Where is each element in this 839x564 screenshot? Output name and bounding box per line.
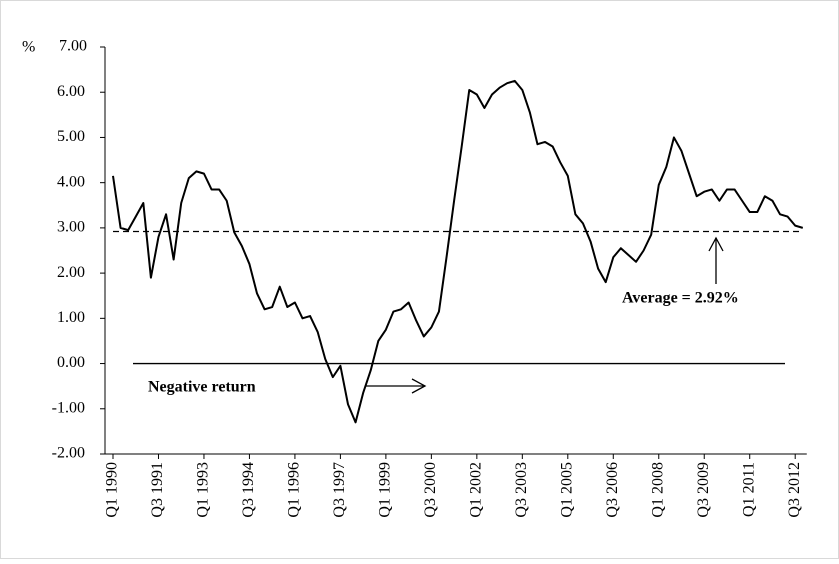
x-tick-label: Q3 2012 — [786, 462, 803, 518]
x-tick-label: Q3 1994 — [240, 462, 257, 518]
average-label: Average = 2.92% — [622, 290, 739, 307]
y-tick-label: -1.00 — [52, 399, 85, 416]
x-tick-label: Q3 1997 — [331, 462, 348, 518]
y-tick-label: 4.00 — [57, 173, 85, 190]
y-axis-label: % — [22, 39, 35, 56]
y-tick-label: 3.00 — [57, 219, 85, 236]
x-tick-label: Q3 2009 — [695, 462, 712, 518]
x-tick-label: Q3 1991 — [149, 462, 166, 518]
x-tick-label: Q1 1996 — [286, 462, 303, 518]
x-tick-label: Q3 2006 — [604, 462, 621, 518]
y-tick-label: 0.00 — [57, 354, 85, 371]
x-tick-label: Q1 2005 — [558, 462, 575, 518]
x-tick-label: Q1 1990 — [104, 462, 121, 518]
x-tick-label: Q1 2011 — [740, 462, 757, 517]
data-line — [112, 79, 804, 424]
y-tick-label: -2.00 — [52, 445, 85, 462]
negative-label: Negative return — [148, 379, 256, 396]
annotation-arrows — [365, 236, 724, 394]
x-tick-label: Q1 1993 — [195, 462, 212, 518]
y-tick-label: 2.00 — [57, 264, 85, 281]
x-tick-label: Q1 2002 — [468, 462, 485, 518]
y-tick-label: 6.00 — [57, 83, 85, 100]
x-tick-label: Q3 2000 — [422, 462, 439, 518]
y-tick-label: 7.00 — [59, 38, 87, 55]
y-tick-label: 5.00 — [57, 128, 85, 145]
x-tick-label: Q1 1999 — [377, 462, 394, 518]
y-tick-label: 1.00 — [57, 309, 85, 326]
x-tick-label: Q3 2003 — [513, 462, 530, 518]
x-tick-label: Q1 2008 — [649, 462, 666, 518]
